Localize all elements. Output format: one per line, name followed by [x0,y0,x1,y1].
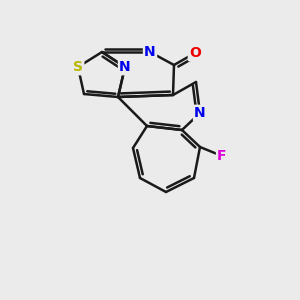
Text: N: N [194,106,206,120]
Text: F: F [217,149,227,163]
Text: N: N [144,45,156,59]
Text: S: S [73,60,83,74]
Text: O: O [189,46,201,60]
Text: N: N [119,60,131,74]
